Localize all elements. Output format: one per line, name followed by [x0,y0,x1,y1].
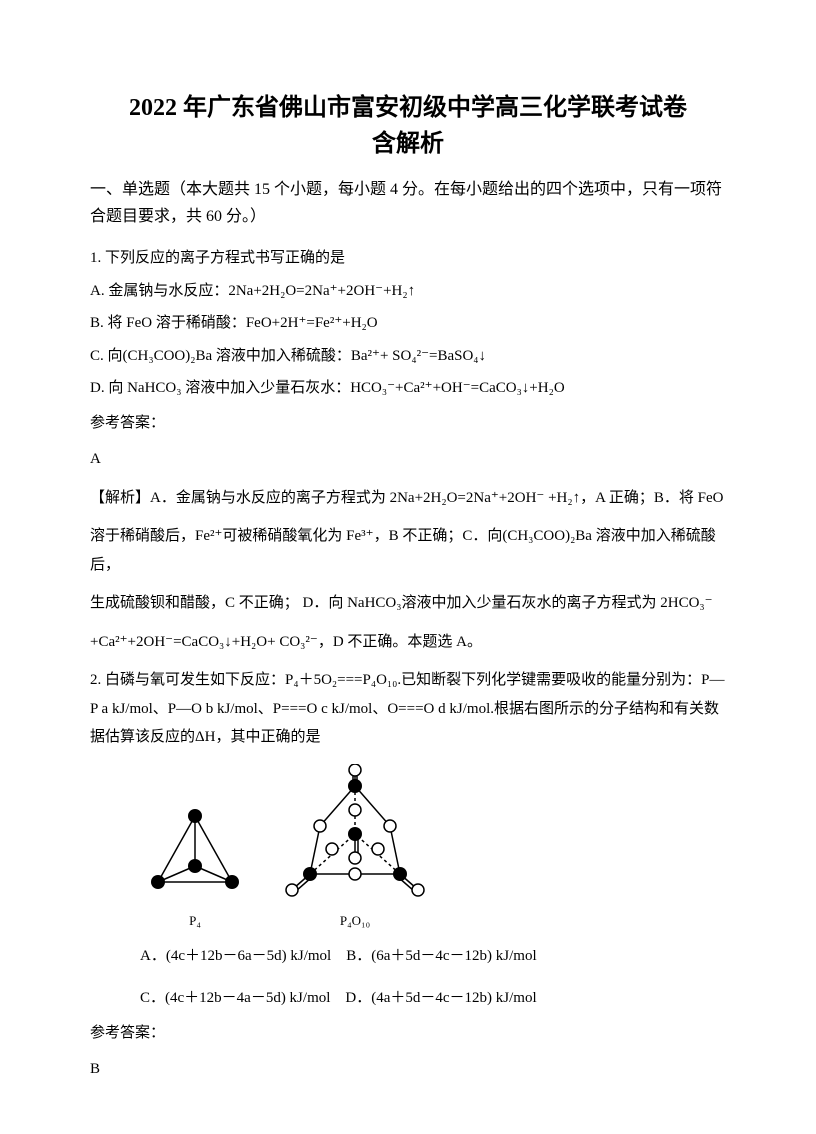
p4-svg [140,804,250,904]
q1-explanation-1: 【解析】A．金属钠与水反应的离子方程式为 2Na+2H₂O=2Na⁺+2OH⁻ … [90,484,726,513]
section-header: 一、单选题（本大题共 15 个小题，每小题 4 分。在每小题给出的四个选项中，只… [90,176,726,230]
p4-diagram: P₄ [140,804,250,929]
q1-answer-label: 参考答案： [90,409,726,438]
q1-option-d: D. 向 NaHCO₃ 溶液中加入少量石灰水：HCO₃⁻+Ca²⁺+OH⁻=Ca… [90,374,726,403]
q2-options-row-1: A．(4c＋12b－6a－5d) kJ/mol B．(6a＋5d－4c－12b)… [140,941,726,971]
q1-stem: 1. 下列反应的离子方程式书写正确的是 [90,244,726,273]
p4o10-svg [280,764,430,904]
q2-option-a: A．(4c＋12b－6a－5d) kJ/mol [140,948,331,964]
p4o10-caption: P₄O₁₀ [280,913,430,929]
q2-stem: 2. 白磷与氧可发生如下反应：P₄＋5O₂===P₄O₁₀.已知断裂下列化学键需… [90,666,726,752]
question-2: 2. 白磷与氧可发生如下反应：P₄＋5O₂===P₄O₁₀.已知断裂下列化学键需… [90,666,726,1084]
q1-explanation-2: 溶于稀硝酸后，Fe²⁺可被稀硝酸氧化为 Fe³⁺，B 不正确；C．向(CH₃CO… [90,522,726,579]
q2-diagrams: P₄ [140,764,726,929]
page-title: 2022 年广东省佛山市富安初级中学高三化学联考试卷 含解析 [90,90,726,162]
title-line-1: 2022 年广东省佛山市富安初级中学高三化学联考试卷 [90,90,726,126]
exam-page: 2022 年广东省佛山市富安初级中学高三化学联考试卷 含解析 一、单选题（本大题… [0,0,816,1134]
title-line-2: 含解析 [90,126,726,162]
q1-explanation-4: +Ca²⁺+2OH⁻=CaCO₃↓+H₂O+ CO₃²⁻，D 不正确。本题选 A… [90,628,726,657]
q2-option-b: B．(6a＋5d－4c－12b) kJ/mol [346,948,536,964]
q2-option-d: D．(4a＋5d－4c－12b) kJ/mol [345,990,536,1006]
p4-caption: P₄ [140,913,250,929]
q1-option-c: C. 向(CH₃COO)₂Ba 溶液中加入稀硫酸：Ba²⁺+ SO₄²⁻=BaS… [90,342,726,371]
q2-option-c: C．(4c＋12b－4a－5d) kJ/mol [140,990,330,1006]
q2-answer: B [90,1055,726,1084]
question-1: 1. 下列反应的离子方程式书写正确的是 A. 金属钠与水反应：2Na+2H₂O=… [90,244,726,656]
q2-answer-label: 参考答案： [90,1019,726,1048]
q1-explanation-3: 生成硫酸钡和醋酸，C 不正确； D．向 NaHCO₃溶液中加入少量石灰水的离子方… [90,589,726,618]
q1-answer: A [90,445,726,474]
q1-option-b: B. 将 FeO 溶于稀硝酸：FeO+2H⁺=Fe²⁺+H₂O [90,309,726,338]
q2-options-row-2: C．(4c＋12b－4a－5d) kJ/mol D．(4a＋5d－4c－12b)… [140,983,726,1013]
q1-option-a: A. 金属钠与水反应：2Na+2H₂O=2Na⁺+2OH⁻+H₂↑ [90,277,726,306]
p4o10-diagram: P₄O₁₀ [280,764,430,929]
